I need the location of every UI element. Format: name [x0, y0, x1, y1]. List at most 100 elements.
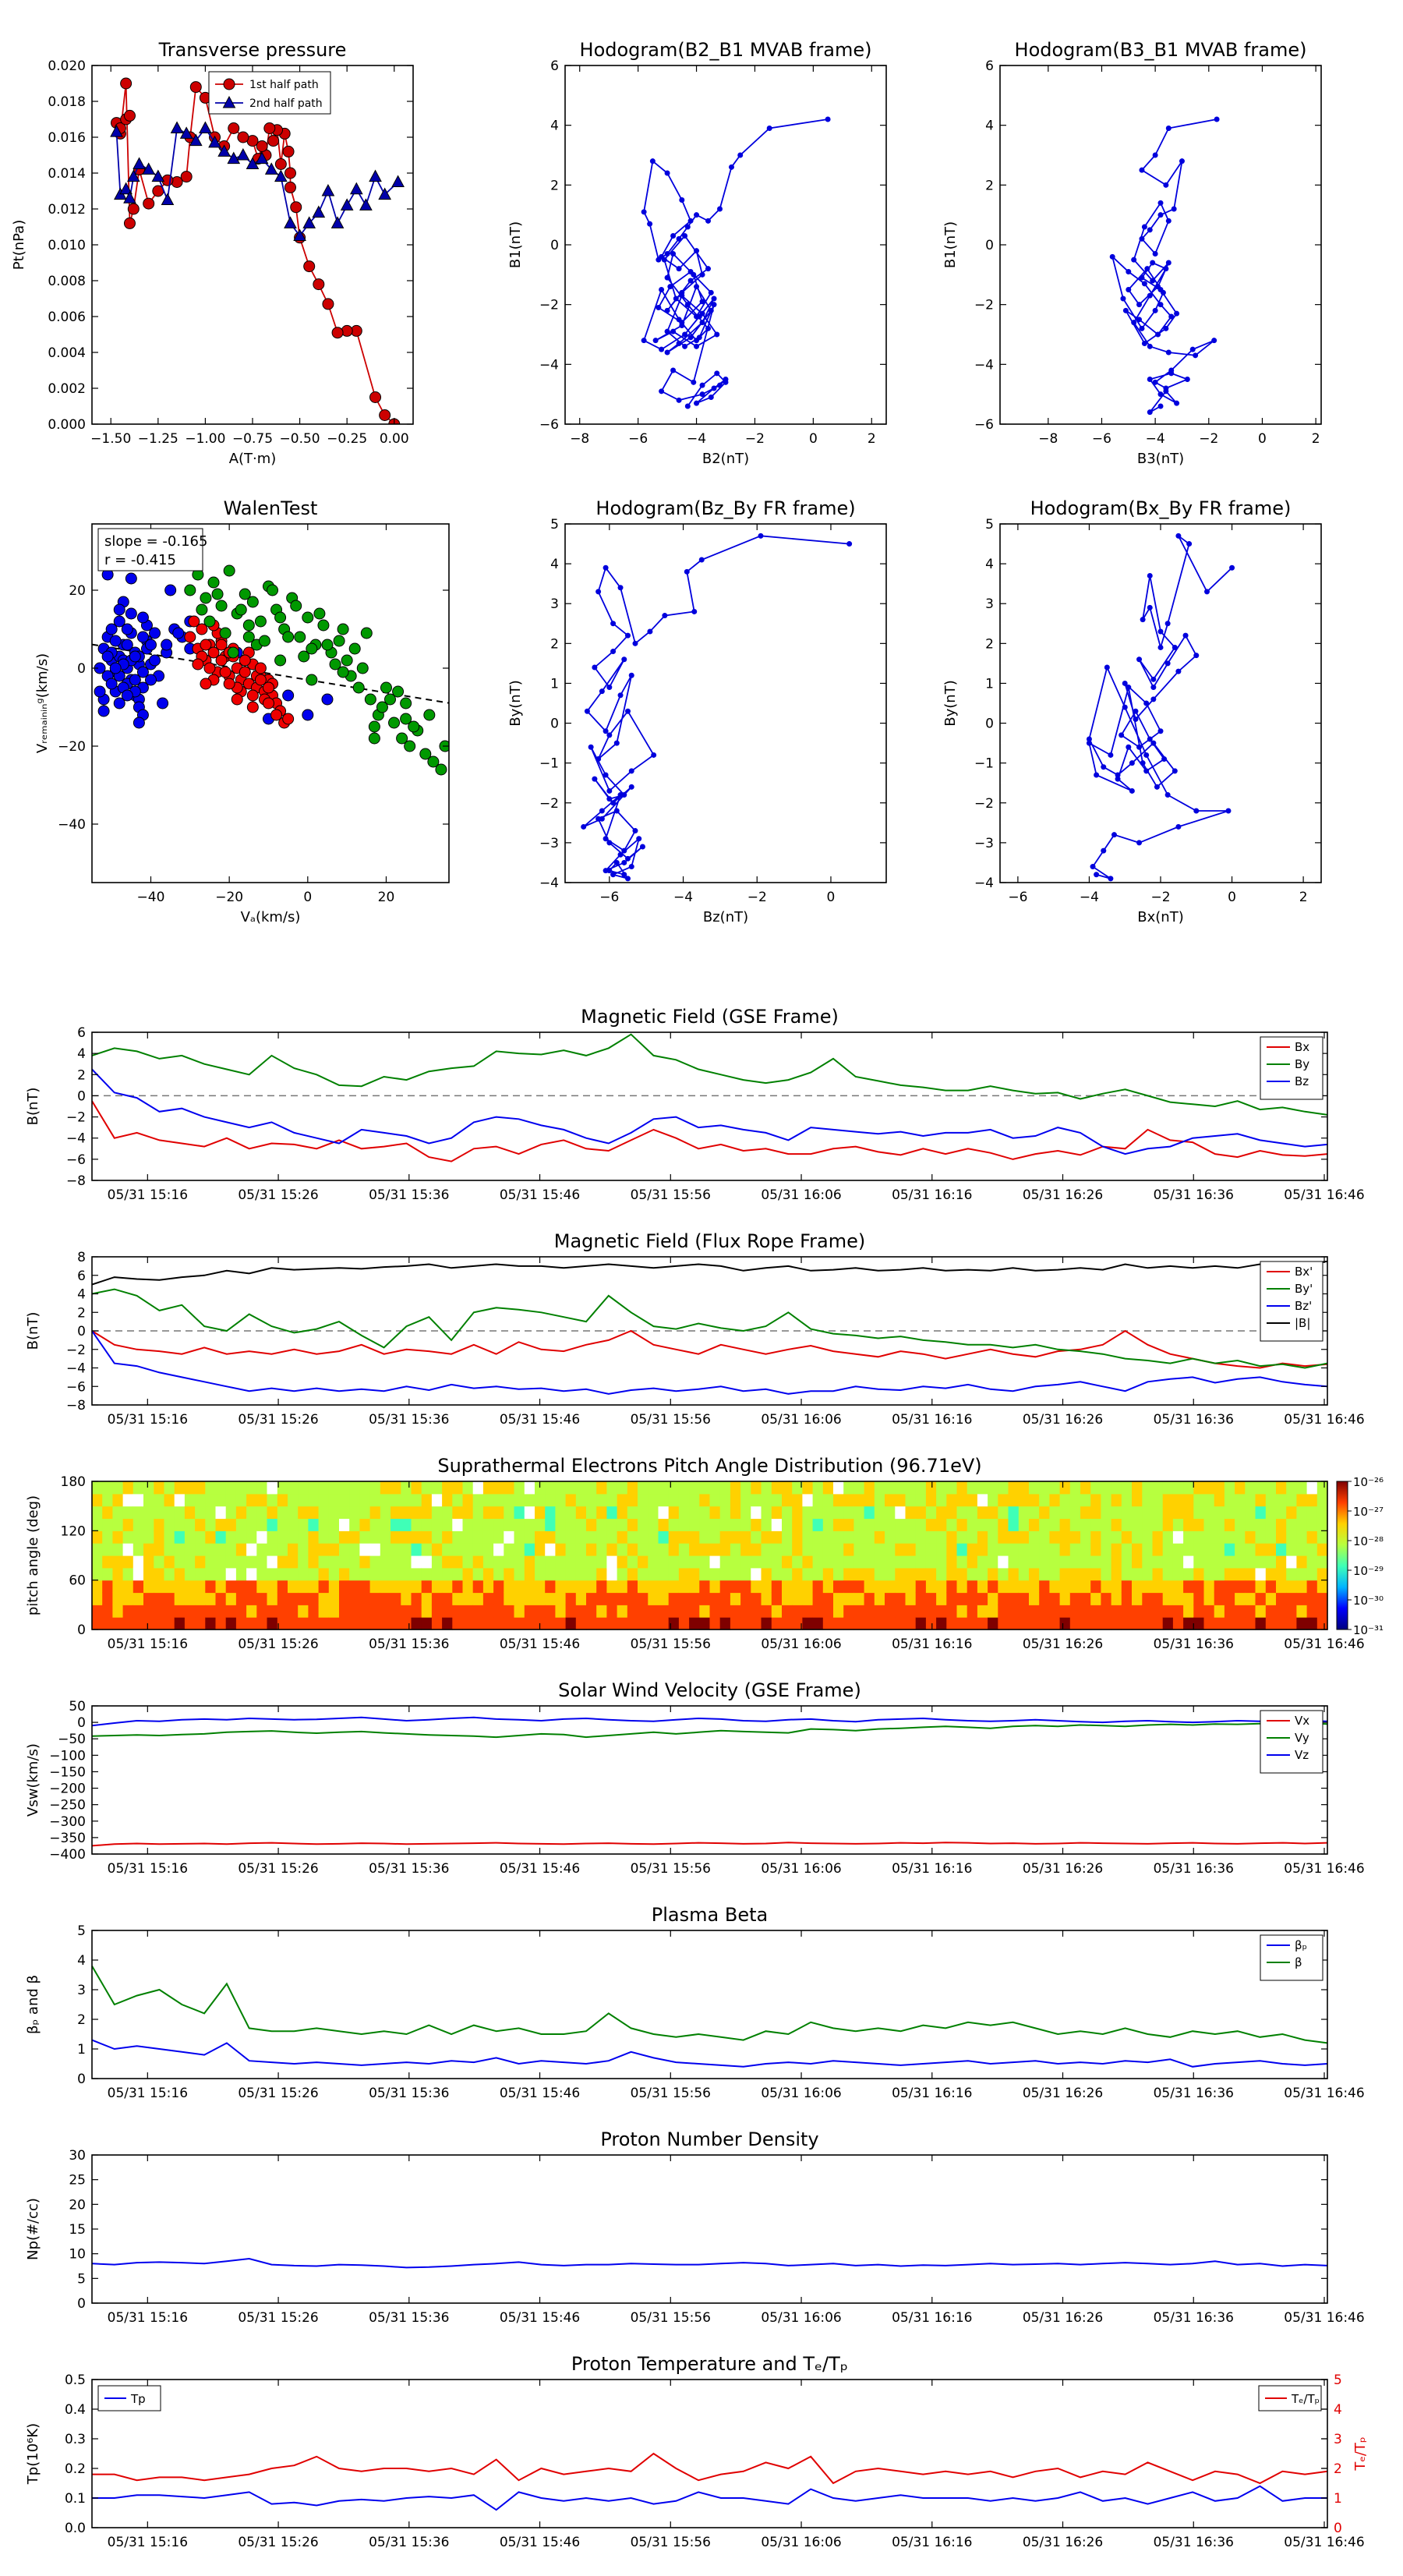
- data-point: [121, 623, 133, 635]
- heatmap-cell: [246, 1518, 257, 1531]
- data-point: [676, 235, 682, 242]
- heatmap-cell: [380, 1592, 391, 1605]
- heatmap-cell: [133, 1506, 144, 1520]
- data-point: [246, 596, 259, 608]
- heatmap-cell: [1306, 1506, 1318, 1520]
- heatmap-cell: [1265, 1518, 1277, 1531]
- y-tick-label: 25: [69, 2173, 86, 2189]
- heatmap-cell: [946, 1493, 958, 1507]
- data-point: [101, 650, 114, 663]
- heatmap-cell: [853, 1580, 865, 1594]
- heatmap-cell: [380, 1493, 391, 1507]
- legend-label: By: [1295, 1057, 1309, 1071]
- y-tick-label: 0: [77, 1088, 86, 1104]
- heatmap-cell: [1132, 1580, 1143, 1594]
- data-point: [694, 212, 700, 218]
- heatmap-cell: [380, 1506, 391, 1520]
- heatmap-cell: [782, 1518, 793, 1531]
- heatmap-cell: [369, 1605, 381, 1618]
- data-point: [364, 693, 376, 706]
- heatmap-cell: [205, 1518, 217, 1531]
- data-point: [149, 654, 161, 667]
- data-point: [606, 732, 613, 738]
- heatmap-cell: [288, 1567, 299, 1581]
- y-axis-label: Pt(nPa): [11, 220, 27, 270]
- data-point: [1179, 158, 1185, 165]
- data-point: [359, 198, 373, 211]
- heatmap-cell: [133, 1481, 144, 1495]
- y-tick-label: −2: [66, 1343, 86, 1358]
- heatmap-cell: [493, 1567, 504, 1581]
- heatmap-cell: [174, 1518, 186, 1531]
- data-point: [1136, 302, 1143, 308]
- heatmap-cell: [668, 1493, 680, 1507]
- legend-label: βₚ: [1295, 1938, 1307, 1952]
- x-tick-label: 05/31 15:26: [238, 1637, 318, 1652]
- heatmap-cell: [782, 1580, 793, 1594]
- heatmap-cell: [802, 1567, 814, 1581]
- heatmap-cell: [195, 1617, 206, 1630]
- heatmap-cell: [452, 1567, 464, 1581]
- heatmap-cell: [472, 1555, 484, 1569]
- data-point: [356, 662, 369, 674]
- heatmap-cell: [802, 1555, 814, 1569]
- heatmap-cell: [535, 1580, 546, 1594]
- heatmap-cell: [1049, 1617, 1061, 1630]
- heatmap-cell: [431, 1605, 443, 1618]
- heatmap-cell: [895, 1567, 906, 1581]
- series-line: [92, 2485, 1327, 2511]
- heatmap-cell: [1183, 1605, 1194, 1618]
- data-point: [1150, 278, 1156, 284]
- heatmap-cell: [586, 1580, 597, 1594]
- heatmap-cell: [1183, 1617, 1194, 1630]
- heatmap-cell: [225, 1506, 237, 1520]
- data-point: [1175, 823, 1182, 830]
- heatmap-cell: [638, 1567, 648, 1581]
- heatmap-cell: [709, 1617, 721, 1630]
- data-point: [659, 287, 665, 292]
- heatmap-cell: [1121, 1567, 1133, 1581]
- heatmap-cell: [391, 1592, 401, 1605]
- data-point: [105, 678, 118, 690]
- heatmap-cell: [782, 1543, 793, 1556]
- heatmap-cell: [678, 1555, 690, 1569]
- plot-frame: [91, 2379, 1328, 2528]
- heatmap-cell: [349, 1580, 360, 1594]
- heatmap-cell: [195, 1530, 206, 1544]
- heatmap-cell: [761, 1543, 772, 1556]
- heatmap-cell: [545, 1617, 556, 1630]
- heatmap-cell: [431, 1567, 443, 1581]
- heatmap-cell: [895, 1543, 906, 1556]
- heatmap-cell: [349, 1481, 360, 1495]
- heatmap-cell: [421, 1530, 433, 1544]
- heatmap-cell: [1018, 1592, 1030, 1605]
- data-point: [613, 808, 620, 814]
- y-axis-label: Tp(10⁶K): [25, 2423, 41, 2485]
- data-point: [1157, 728, 1164, 734]
- heatmap-cell: [235, 1543, 247, 1556]
- heatmap-cell: [1203, 1555, 1215, 1569]
- data-point: [1165, 218, 1172, 224]
- heatmap-cell: [853, 1530, 865, 1544]
- heatmap-cell: [802, 1605, 814, 1618]
- heatmap-cell: [864, 1555, 875, 1569]
- heatmap-cell: [885, 1543, 896, 1556]
- heatmap-cell: [1203, 1493, 1215, 1507]
- heatmap-cell: [524, 1580, 535, 1594]
- data-point: [682, 331, 688, 338]
- heatmap-cell: [874, 1543, 885, 1556]
- heatmap-cell: [689, 1481, 700, 1495]
- heatmap-cell: [1008, 1605, 1020, 1618]
- heatmap-cell: [1214, 1530, 1225, 1544]
- data-point: [1150, 260, 1156, 266]
- heatmap-cell: [1214, 1617, 1225, 1630]
- heatmap-cell: [709, 1530, 721, 1544]
- heatmap-cell: [771, 1555, 783, 1569]
- heatmap-cell: [339, 1543, 350, 1556]
- heatmap-cell: [545, 1555, 556, 1569]
- data-point: [113, 697, 125, 709]
- heatmap-cell: [936, 1543, 947, 1556]
- heatmap-cell: [822, 1605, 834, 1618]
- heatmap-cell: [411, 1530, 422, 1544]
